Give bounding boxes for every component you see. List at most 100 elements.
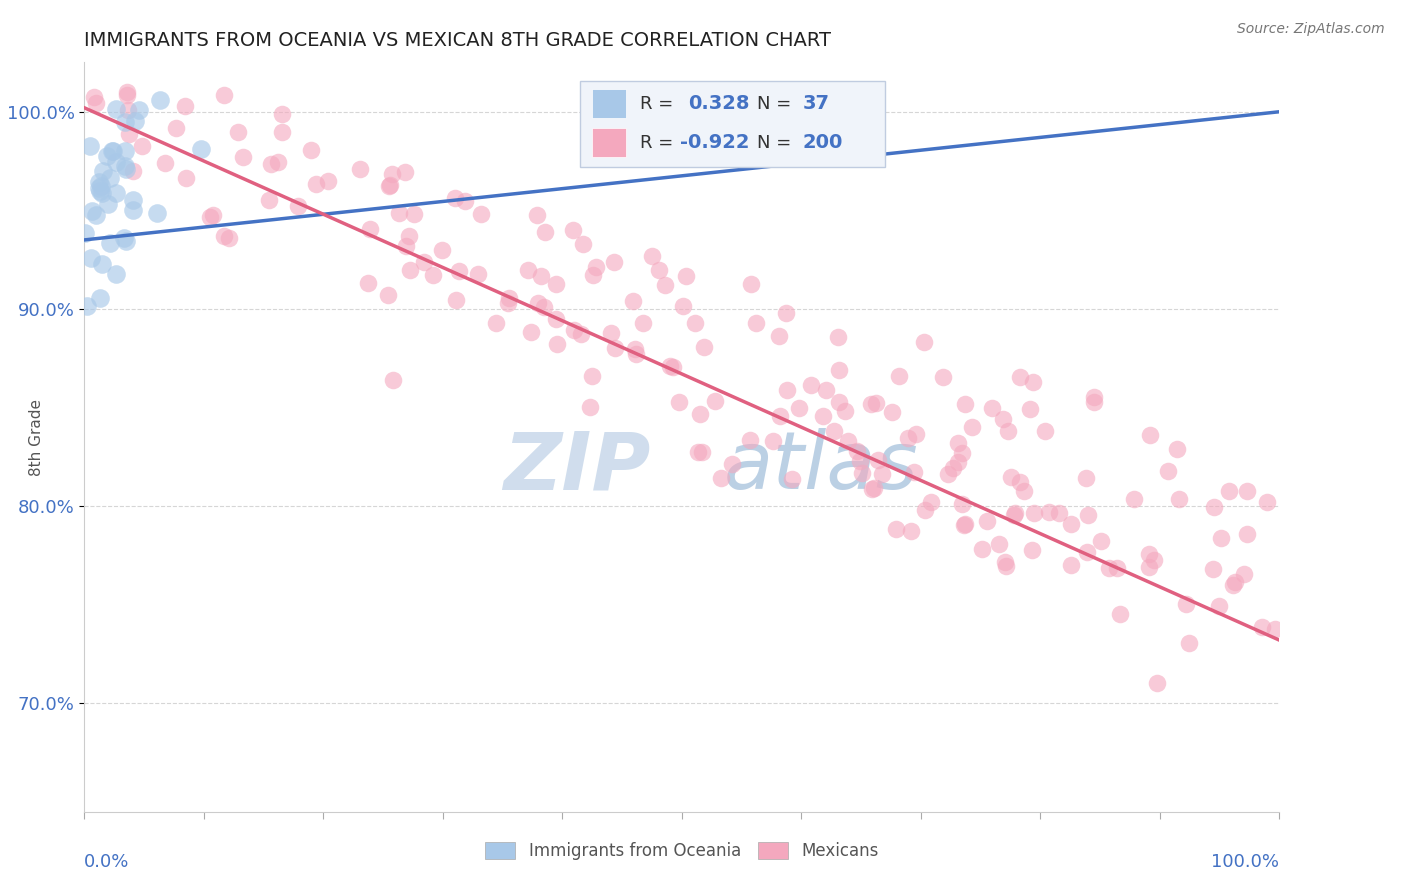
Point [1074, 470, 1097, 484]
Point [444, 293, 467, 308]
Point [823, 424, 845, 438]
Point [1166, 442, 1188, 456]
Point [1022, 375, 1045, 389]
Point [562, 323, 585, 337]
Point [936, 467, 959, 481]
Point [1018, 402, 1040, 417]
Point [212, 87, 235, 102]
Point [1077, 508, 1099, 522]
Point [1038, 505, 1060, 519]
Point [87, 175, 110, 189]
Point [882, 405, 904, 419]
Point [1000, 470, 1022, 484]
Point [621, 293, 644, 308]
Point [1223, 574, 1246, 589]
Point [104, 186, 127, 200]
Point [266, 155, 288, 169]
Point [105, 267, 128, 281]
Point [212, 229, 235, 244]
Text: Source: ZipAtlas.com: Source: ZipAtlas.com [1237, 22, 1385, 37]
Point [201, 208, 224, 222]
Point [775, 306, 797, 320]
Point [800, 377, 823, 392]
Point [1137, 547, 1160, 561]
Text: R =: R = [640, 95, 679, 112]
Point [118, 127, 141, 141]
Point [114, 159, 136, 173]
Point [454, 194, 477, 209]
Point [1021, 542, 1043, 557]
Point [1022, 506, 1045, 520]
Point [942, 460, 965, 475]
Point [744, 316, 766, 330]
Point [897, 431, 920, 445]
Point [721, 457, 744, 471]
Point [218, 231, 240, 245]
Point [950, 497, 973, 511]
Point [946, 435, 969, 450]
Point [91, 164, 114, 178]
Point [80, 203, 103, 218]
Text: atlas: atlas [724, 428, 918, 506]
Point [80, 251, 103, 265]
Point [98, 236, 121, 251]
Point [952, 446, 974, 460]
Text: N =: N = [758, 134, 797, 152]
Point [89, 181, 111, 195]
Point [683, 316, 706, 330]
Point [226, 125, 249, 139]
Point [498, 292, 520, 306]
Point [121, 194, 143, 208]
Point [89, 291, 111, 305]
Point [987, 537, 1010, 551]
Point [190, 142, 212, 156]
Point [398, 263, 420, 277]
Point [232, 150, 254, 164]
Point [780, 472, 803, 486]
Point [994, 555, 1017, 569]
Point [991, 412, 1014, 426]
Point [740, 434, 762, 448]
Point [846, 443, 869, 458]
Point [467, 267, 489, 281]
Point [811, 409, 834, 423]
Point [776, 383, 799, 397]
Point [1211, 531, 1233, 545]
Point [412, 254, 434, 268]
Point [953, 517, 976, 532]
Point [578, 400, 600, 414]
Point [851, 466, 873, 480]
Point [165, 121, 187, 136]
Point [769, 409, 792, 423]
Point [100, 144, 122, 158]
Point [761, 434, 783, 449]
Point [83, 89, 105, 103]
Point [1208, 599, 1230, 614]
Point [117, 85, 139, 99]
Point [953, 397, 976, 411]
Point [834, 403, 856, 417]
Point [953, 517, 976, 532]
Point [768, 329, 790, 343]
Text: ZIP: ZIP [503, 428, 650, 506]
Point [582, 268, 605, 282]
Point [105, 102, 128, 116]
Point [672, 299, 695, 313]
Point [862, 481, 884, 495]
Point [485, 316, 508, 330]
Point [287, 199, 309, 213]
Point [84, 95, 107, 110]
Point [690, 444, 713, 458]
Point [349, 162, 371, 177]
Point [904, 426, 927, 441]
Point [1090, 534, 1112, 549]
Point [1168, 492, 1191, 507]
Point [1202, 562, 1225, 576]
Point [860, 483, 883, 497]
Point [981, 401, 1004, 416]
Point [1076, 545, 1098, 559]
Point [96, 149, 118, 163]
Point [90, 179, 112, 194]
Point [117, 103, 139, 118]
Text: N =: N = [758, 95, 797, 112]
